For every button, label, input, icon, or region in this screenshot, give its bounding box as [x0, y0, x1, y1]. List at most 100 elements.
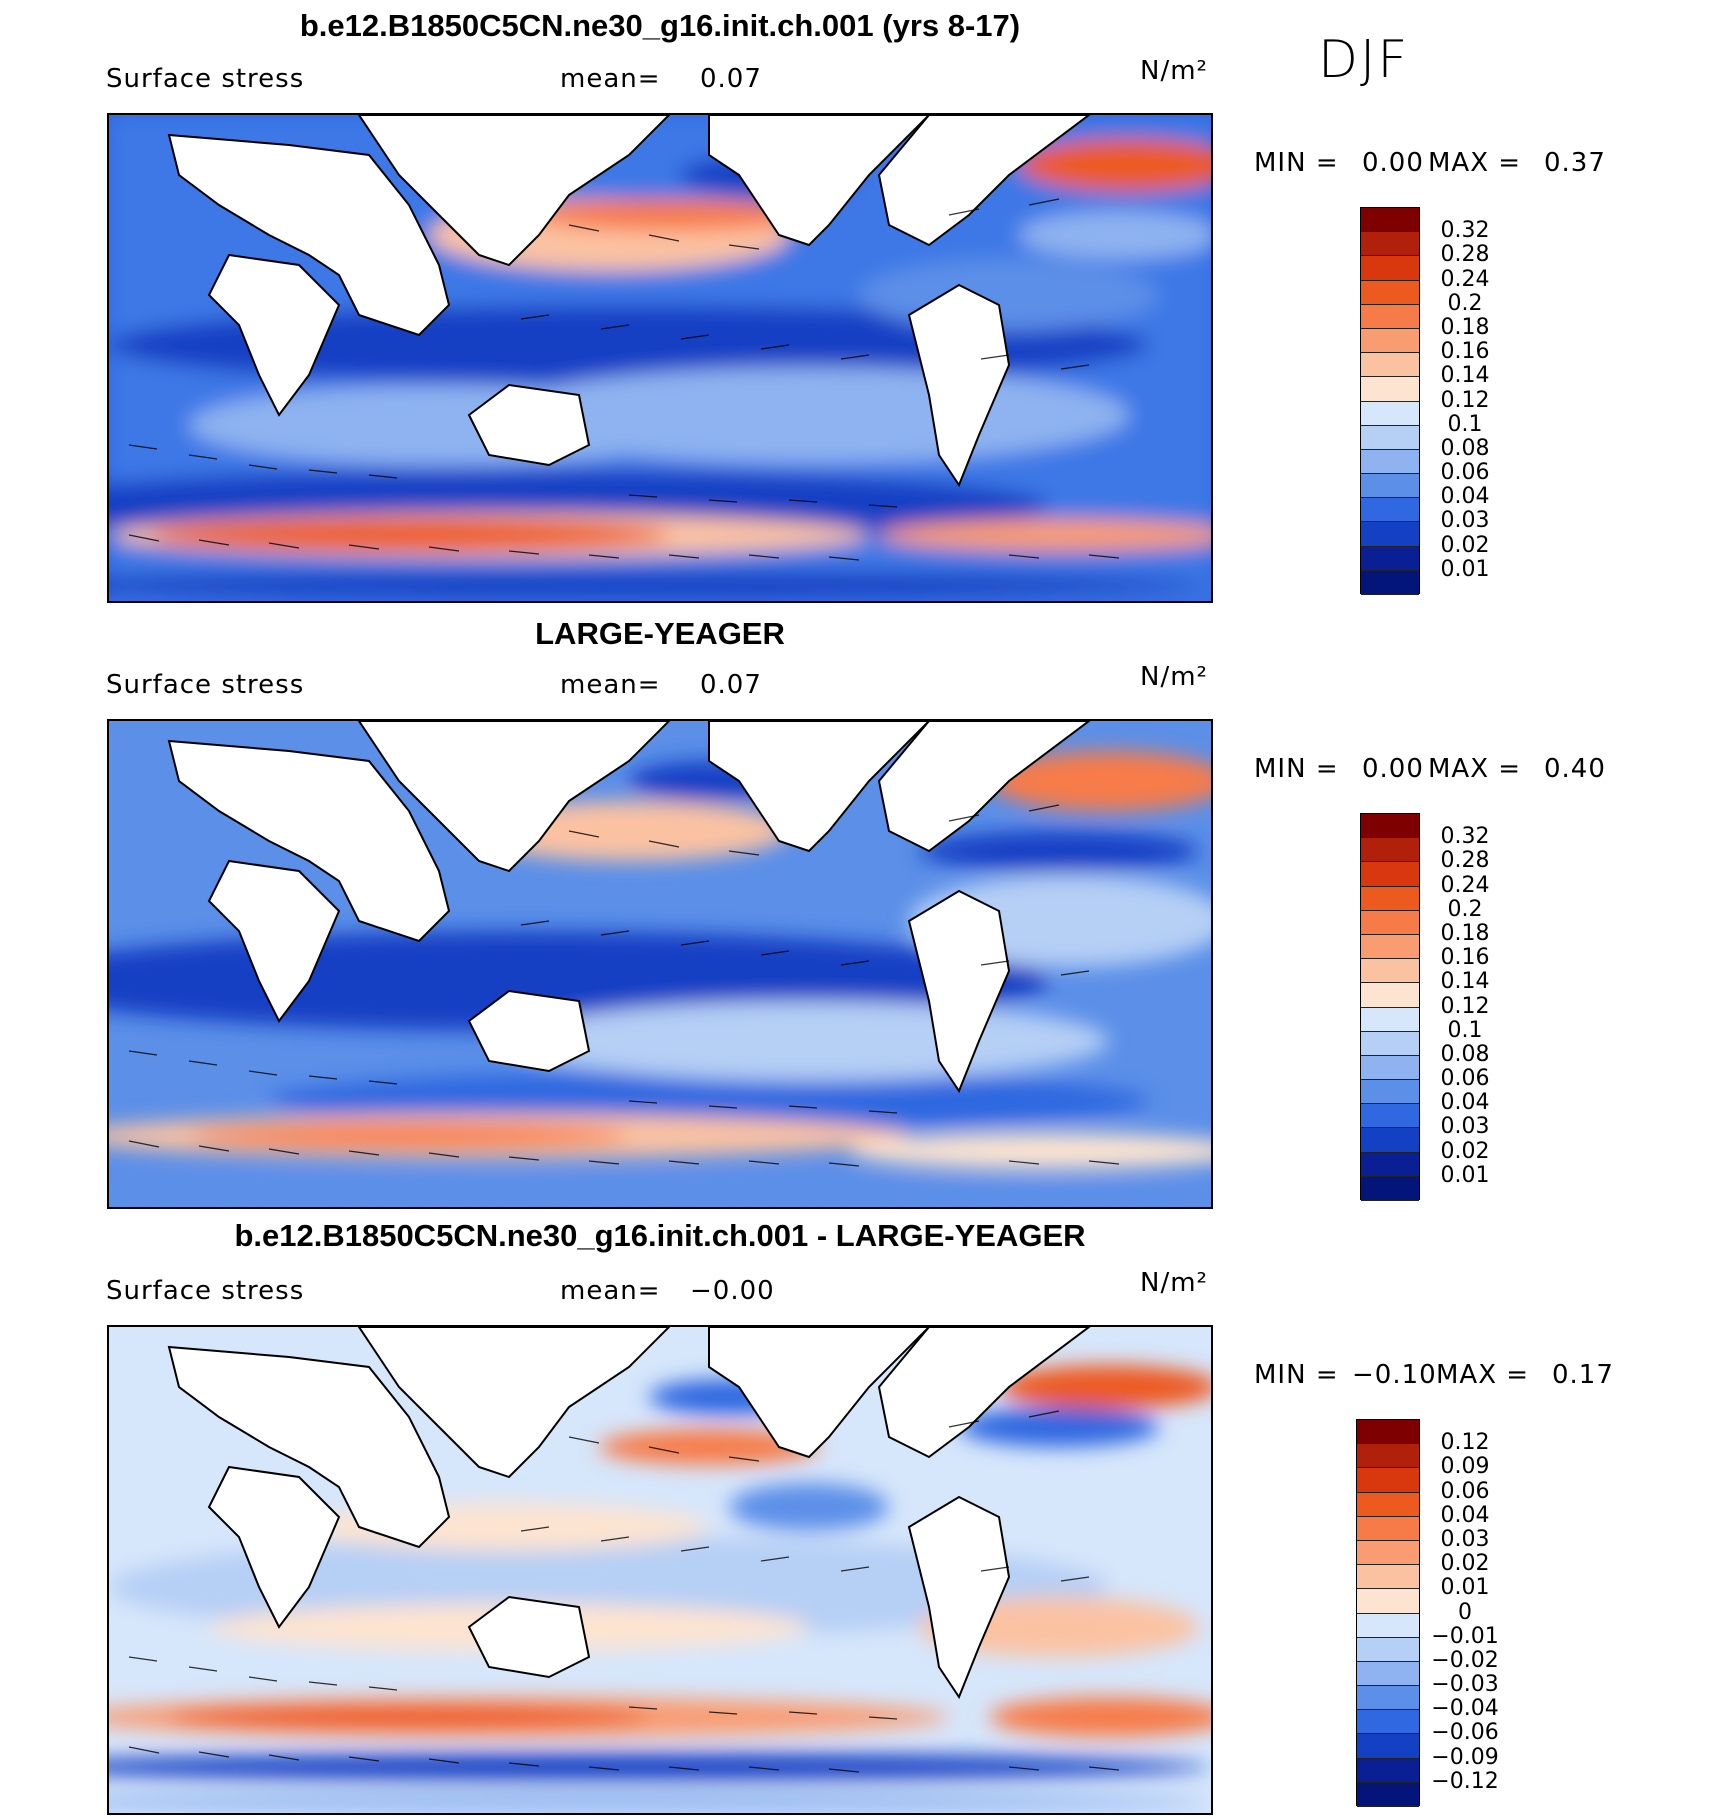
panel-2-map: [107, 719, 1213, 1209]
panel-1-variable: Surface stress: [106, 64, 305, 94]
colorbar-tick-label: −0.04: [1431, 1696, 1499, 1722]
colorbar-tick-label: 0.12: [1440, 1430, 1490, 1456]
colorbar-swatch: [1357, 1734, 1419, 1759]
colorbar-swatch: [1357, 1540, 1419, 1566]
colorbar-tick-label: −0.02: [1431, 1647, 1499, 1673]
colorbar-tick-label: 0.03: [1440, 1526, 1490, 1552]
panel-1-max-label: MAX =: [1428, 148, 1522, 178]
panel-2-max-label: MAX =: [1428, 754, 1522, 784]
panel-2-colorbar: [1360, 813, 1420, 1201]
colorbar-tick-label: −0.01: [1431, 1623, 1499, 1649]
colorbar-swatch: [1361, 232, 1419, 257]
colorbar-swatch: [1361, 1055, 1419, 1081]
colorbar-tick-label: 0.1: [1447, 411, 1483, 437]
colorbar-tick-label: 0.32: [1440, 218, 1490, 244]
colorbar-swatch: [1361, 983, 1419, 1008]
colorbar-tick-label: 0.14: [1440, 363, 1490, 389]
colorbar-swatch: [1361, 910, 1419, 935]
panel-2-variable: Surface stress: [106, 670, 305, 700]
colorbar-swatch: [1361, 546, 1419, 571]
panel-3-map-svg: [109, 1327, 1211, 1813]
colorbar-tick-label: 0.18: [1440, 314, 1490, 340]
colorbar-swatch: [1361, 280, 1419, 305]
colorbar-swatch: [1361, 1128, 1419, 1153]
panel-2-mean-value: 0.07: [700, 670, 762, 700]
colorbar-swatch: [1361, 570, 1419, 595]
colorbar-tick-label: 0.01: [1440, 1575, 1490, 1601]
colorbar-tick-label: 0.14: [1440, 969, 1490, 995]
colorbar-swatch: [1357, 1565, 1419, 1590]
panel-3-mean-value: −0.00: [690, 1276, 775, 1306]
colorbar-tick-label: −0.06: [1431, 1720, 1499, 1746]
colorbar-swatch: [1357, 1492, 1419, 1517]
colorbar-tick-label: 0.2: [1447, 290, 1483, 316]
colorbar-swatch: [1361, 934, 1419, 960]
colorbar-tick-label: 0.01: [1440, 556, 1490, 582]
colorbar-swatch: [1357, 1637, 1419, 1662]
panel-3-mean-label: mean=: [560, 1276, 661, 1306]
colorbar-swatch: [1361, 862, 1419, 887]
panel-1-units: N/m²: [1140, 56, 1208, 86]
season-label: DJF: [1318, 30, 1410, 90]
colorbar-swatch: [1361, 522, 1419, 547]
colorbar-swatch: [1361, 1007, 1419, 1032]
colorbar-tick-label: 0.24: [1440, 872, 1490, 898]
colorbar-swatch: [1361, 474, 1419, 499]
panel-3-max-value: 0.17: [1552, 1360, 1614, 1390]
panel-1-min-value: 0.00: [1362, 148, 1424, 178]
panel-1-colorbar: [1360, 207, 1420, 595]
colorbar-tick-label: 0.1: [1447, 1017, 1483, 1043]
panel-2-min-value: 0.00: [1362, 754, 1424, 784]
panel-2-max-value: 0.40: [1544, 754, 1606, 784]
colorbar-swatch: [1361, 328, 1419, 354]
colorbar-swatch: [1361, 304, 1419, 329]
panel-3-min-value: −0.10: [1352, 1360, 1437, 1390]
colorbar-swatch: [1361, 401, 1419, 426]
colorbar-swatch: [1361, 449, 1419, 475]
colorbar-swatch: [1357, 1686, 1419, 1711]
colorbar-tick-label: 0.18: [1440, 920, 1490, 946]
colorbar-swatch: [1361, 1080, 1419, 1105]
colorbar-swatch: [1357, 1516, 1419, 1541]
panel-1-map: [107, 113, 1213, 603]
colorbar-tick-label: 0.06: [1440, 1066, 1490, 1092]
colorbar-tick-label: 0.02: [1440, 1551, 1490, 1577]
panel-3-min-label: MIN =: [1254, 1360, 1339, 1390]
panel-1-min-label: MIN =: [1254, 148, 1339, 178]
panel-3-max-label: MAX =: [1436, 1360, 1530, 1390]
colorbar-swatch: [1357, 1420, 1419, 1445]
panel-1-map-svg: [109, 115, 1211, 601]
colorbar-tick-label: 0.24: [1440, 266, 1490, 292]
colorbar-tick-label: 0.12: [1440, 387, 1490, 413]
panel-2-mean-label: mean=: [560, 670, 661, 700]
colorbar-tick-label: 0.16: [1440, 945, 1490, 971]
colorbar-tick-label: 0.12: [1440, 993, 1490, 1019]
colorbar-tick-label: 0.28: [1440, 848, 1490, 874]
colorbar-swatch: [1361, 425, 1419, 450]
colorbar-tick-label: 0.04: [1440, 1090, 1490, 1116]
colorbar-tick-label: 0.06: [1440, 1478, 1490, 1504]
colorbar-tick-label: 0.04: [1440, 1502, 1490, 1528]
colorbar-swatch: [1361, 814, 1419, 839]
colorbar-tick-label: 0.01: [1440, 1162, 1490, 1188]
colorbar-tick-label: 0.04: [1440, 484, 1490, 510]
colorbar-swatch: [1361, 959, 1419, 984]
colorbar-tick-label: 0.06: [1440, 460, 1490, 486]
panel-2-min-label: MIN =: [1254, 754, 1339, 784]
colorbar-tick-label: 0.28: [1440, 242, 1490, 268]
colorbar-swatch: [1357, 1661, 1419, 1687]
colorbar-tick-label: 0.03: [1440, 508, 1490, 534]
colorbar-tick-label: 0.16: [1440, 339, 1490, 365]
panel-1-mean-label: mean=: [560, 64, 661, 94]
colorbar-swatch: [1357, 1758, 1419, 1783]
colorbar-swatch: [1361, 498, 1419, 523]
colorbar-tick-label: −0.12: [1431, 1768, 1499, 1794]
colorbar-swatch: [1361, 1104, 1419, 1129]
colorbar-tick-label: 0.09: [1440, 1454, 1490, 1480]
colorbar-swatch: [1361, 1152, 1419, 1177]
colorbar-tick-label: −0.09: [1431, 1744, 1499, 1770]
panel-2-map-svg: [109, 721, 1211, 1207]
colorbar-tick-label: −0.03: [1431, 1672, 1499, 1698]
colorbar-swatch: [1361, 208, 1419, 233]
colorbar-swatch: [1357, 1782, 1419, 1807]
